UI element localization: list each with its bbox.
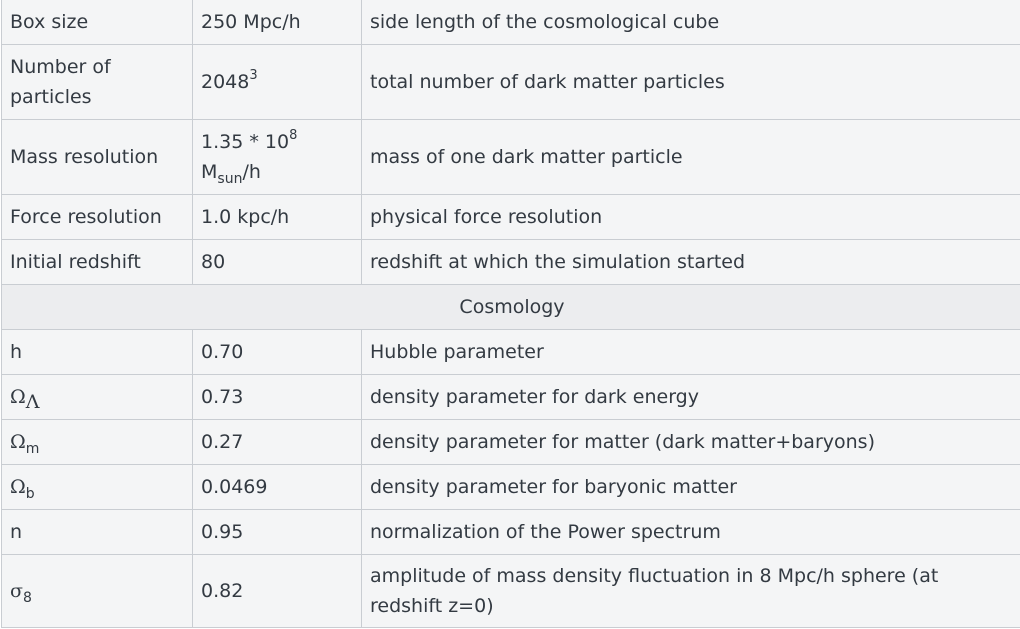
param-name: n: [1, 509, 193, 555]
table-row: Box size 250 Mpc/h side length of the co…: [1, 0, 1020, 45]
param-description: amplitude of mass density fluctuation in…: [361, 554, 1020, 628]
param-name: Box size: [1, 0, 193, 45]
param-value: 250 Mpc/h: [192, 0, 362, 45]
param-value: 20483: [192, 44, 362, 120]
param-value: 0.70: [192, 329, 362, 375]
param-name: Ωm: [1, 419, 193, 465]
param-description: side length of the cosmological cube: [361, 0, 1020, 45]
table-row: Initial redshift 80 redshift at which th…: [1, 239, 1020, 285]
value-base: 1.35 * 10: [201, 131, 290, 153]
param-description: mass of one dark matter particle: [361, 119, 1020, 195]
param-name: Mass resolution: [1, 119, 193, 195]
param-description: normalization of the Power spectrum: [361, 509, 1020, 555]
unit-subscript: sun: [217, 170, 243, 187]
param-name: Initial redshift: [1, 239, 193, 285]
table-row: ΩΛ 0.73 density parameter for dark energ…: [1, 374, 1020, 420]
symbol-base: Ω: [10, 386, 26, 408]
unit-tail: /h: [242, 161, 261, 183]
param-value: 0.82: [192, 554, 362, 628]
table-row: Ωm 0.27 density parameter for matter (da…: [1, 419, 1020, 465]
param-description: density parameter for baryonic matter: [361, 464, 1020, 510]
section-header: Cosmology: [1, 284, 1020, 330]
param-description: density parameter for matter (dark matte…: [361, 419, 1020, 465]
param-name: Force resolution: [1, 194, 193, 240]
param-description: Hubble parameter: [361, 329, 1020, 375]
symbol-subscript: 8: [22, 589, 32, 606]
param-value: 0.0469: [192, 464, 362, 510]
param-description: total number of dark matter particles: [361, 44, 1020, 120]
table-row: h 0.70 Hubble parameter: [1, 329, 1020, 375]
param-description: density parameter for dark energy: [361, 374, 1020, 420]
param-value: 1.0 kpc/h: [192, 194, 362, 240]
symbol-subscript: b: [25, 485, 35, 502]
value-base: 2048: [201, 71, 250, 93]
param-name: h: [1, 329, 193, 375]
symbol-base: σ: [10, 580, 23, 602]
param-name: σ8: [1, 554, 193, 628]
value-exponent: 3: [249, 67, 258, 83]
param-value: 0.95: [192, 509, 362, 555]
table-row: σ8 0.82 amplitude of mass density fluctu…: [1, 554, 1020, 628]
param-name: Number of particles: [1, 44, 193, 120]
param-description: redshift at which the simulation started: [361, 239, 1020, 285]
symbol-subscript: m: [25, 440, 40, 457]
unit-base: M: [201, 161, 218, 183]
param-name: Ωb: [1, 464, 193, 510]
value-exponent: 8: [289, 127, 298, 143]
symbol-base: Ω: [10, 476, 26, 498]
symbol-base: Ω: [10, 431, 26, 453]
param-value: 1.35 * 108 Msun/h: [192, 119, 362, 195]
param-value: 0.27: [192, 419, 362, 465]
table-row: Ωb 0.0469 density parameter for baryonic…: [1, 464, 1020, 510]
param-name: ΩΛ: [1, 374, 193, 420]
param-value: 0.73: [192, 374, 362, 420]
symbol-subscript: Λ: [25, 390, 40, 413]
table-row: Mass resolution 1.35 * 108 Msun/h mass of…: [1, 119, 1020, 195]
section-header-row: Cosmology: [1, 284, 1020, 330]
table-row: Number of particles 20483 total number o…: [1, 44, 1020, 120]
param-description: physical force resolution: [361, 194, 1020, 240]
table-row: Force resolution 1.0 kpc/h physical forc…: [1, 194, 1020, 240]
param-value: 80: [192, 239, 362, 285]
table-row: n 0.95 normalization of the Power spectr…: [1, 509, 1020, 555]
